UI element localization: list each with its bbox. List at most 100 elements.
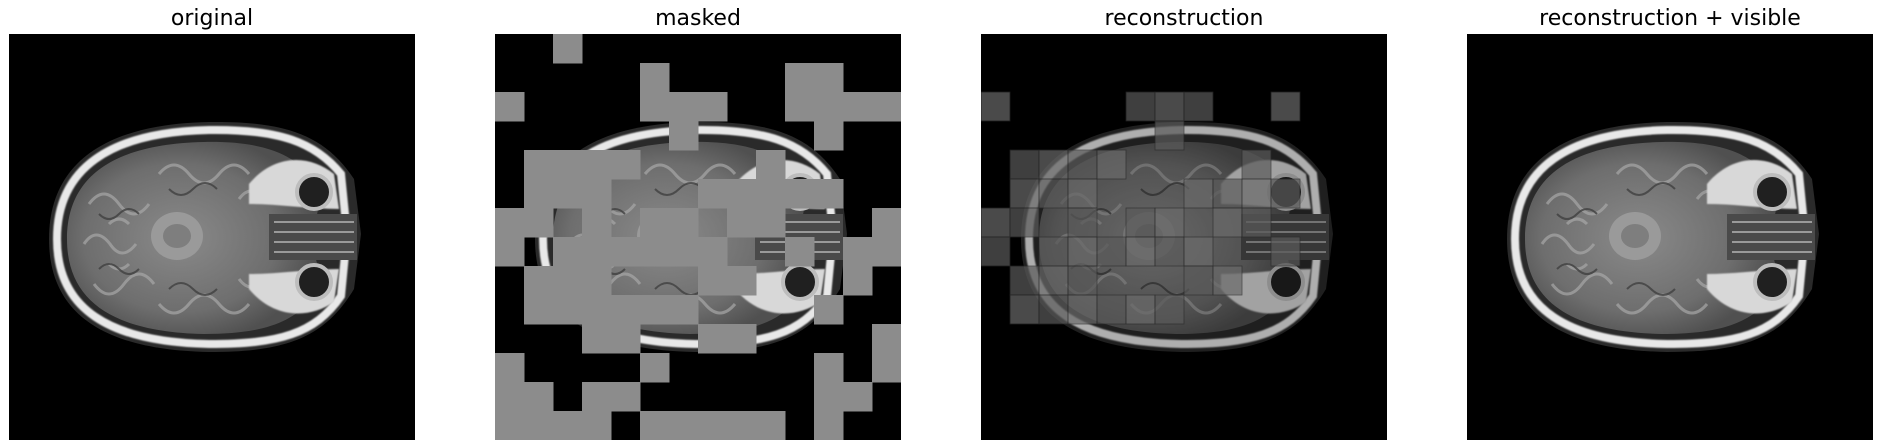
- mask-patch: [524, 150, 554, 180]
- mask-patch: [524, 295, 554, 325]
- recon-patch: [1067, 236, 1098, 267]
- mask-patch: [843, 382, 873, 412]
- recon-patch: [1154, 120, 1185, 151]
- recon-patch: [1270, 91, 1301, 122]
- recon-patch: [1270, 178, 1301, 209]
- recon-patch: [1241, 207, 1272, 238]
- mask-patch: [582, 208, 612, 238]
- mask-patch: [640, 208, 670, 238]
- mask-patch: [669, 237, 699, 267]
- mask-patch: [611, 237, 641, 267]
- mask-patch: [756, 411, 786, 440]
- panel-reconstruction: reconstruction: [981, 0, 1387, 448]
- mask-patch: [814, 411, 844, 440]
- mask-patch: [495, 353, 525, 383]
- recon-patch: [1125, 294, 1156, 325]
- mask-patch: [785, 237, 815, 267]
- mask-patch: [785, 63, 815, 93]
- mask-patch: [872, 353, 901, 383]
- mask-patch: [582, 179, 612, 209]
- mask-patch: [872, 237, 901, 267]
- mask-patch: [756, 208, 786, 238]
- panel-masked: masked: [495, 0, 901, 448]
- mask-patch: [640, 353, 670, 383]
- recon-patch: [1038, 265, 1069, 296]
- mask-patch: [756, 150, 786, 180]
- recon-patch: [1154, 207, 1185, 238]
- mask-patch: [814, 353, 844, 383]
- mask-patch: [582, 266, 612, 296]
- mask-patch: [553, 295, 583, 325]
- recon-patch: [1183, 265, 1214, 296]
- reconstruction-visible-image: [1467, 34, 1873, 440]
- panel-title: masked: [655, 6, 741, 31]
- recon-patch: [1096, 149, 1127, 180]
- recon-patch: [1270, 236, 1301, 267]
- mask-patch: [727, 324, 757, 354]
- recon-patch: [1096, 236, 1127, 267]
- recon-patch: [1038, 149, 1069, 180]
- mask-patch: [640, 63, 670, 93]
- mask-patch: [727, 411, 757, 440]
- mask-patch: [582, 324, 612, 354]
- mask-patch: [611, 295, 641, 325]
- mask-patch: [640, 411, 670, 440]
- recon-patch: [1183, 236, 1214, 267]
- recon-patch: [1067, 149, 1098, 180]
- recon-patch: [1154, 294, 1185, 325]
- mask-patch: [582, 295, 612, 325]
- mask-patch: [582, 382, 612, 412]
- mask-patch: [814, 63, 844, 93]
- mask-patch: [814, 295, 844, 325]
- original-image: [9, 34, 415, 440]
- masked-image: [495, 34, 901, 440]
- mask-patch: [524, 382, 554, 412]
- mask-patch: [669, 92, 699, 122]
- recon-patch: [1009, 178, 1040, 209]
- mask-patch: [843, 266, 873, 296]
- recon-patch: [1009, 294, 1040, 325]
- recon-patch: [981, 236, 1011, 267]
- mask-patch: [814, 382, 844, 412]
- mask-patch: [669, 208, 699, 238]
- mask-patch: [669, 411, 699, 440]
- mask-patch: [553, 266, 583, 296]
- mask-patch: [785, 92, 815, 122]
- mask-patch: [785, 179, 815, 209]
- recon-patch: [981, 207, 1011, 238]
- mask-patch: [611, 324, 641, 354]
- mask-patch: [727, 266, 757, 296]
- mask-patch: [698, 266, 728, 296]
- mask-patch: [611, 150, 641, 180]
- recon-patch: [1009, 207, 1040, 238]
- mask-patch: [669, 295, 699, 325]
- mask-patch: [669, 121, 699, 151]
- panel-title: reconstruction: [1104, 6, 1264, 31]
- panel-title: reconstruction + visible: [1539, 6, 1801, 31]
- recon-patch: [1125, 207, 1156, 238]
- recon-patch: [1125, 91, 1156, 122]
- mask-patch: [640, 295, 670, 325]
- mask-patch: [495, 92, 525, 122]
- mask-patch: [727, 179, 757, 209]
- mask-patch: [698, 179, 728, 209]
- mask-patch: [524, 411, 554, 440]
- mask-patch: [640, 237, 670, 267]
- mask-patch: [698, 324, 728, 354]
- mask-patch: [814, 92, 844, 122]
- recon-patch: [1212, 207, 1243, 238]
- recon-patch: [1241, 149, 1272, 180]
- recon-patch: [981, 91, 1011, 122]
- mask-patch: [582, 150, 612, 180]
- recon-patch: [1038, 294, 1069, 325]
- mask-patch: [872, 92, 901, 122]
- recon-patch: [1067, 265, 1098, 296]
- recon-patch: [1009, 265, 1040, 296]
- mask-patch: [611, 382, 641, 412]
- mask-patch: [843, 237, 873, 267]
- mask-patch: [553, 34, 583, 64]
- recon-patch: [1038, 236, 1069, 267]
- panel-reconstruction-visible: reconstruction + visible: [1467, 0, 1873, 448]
- mask-patch: [553, 411, 583, 440]
- recon-patch: [1212, 178, 1243, 209]
